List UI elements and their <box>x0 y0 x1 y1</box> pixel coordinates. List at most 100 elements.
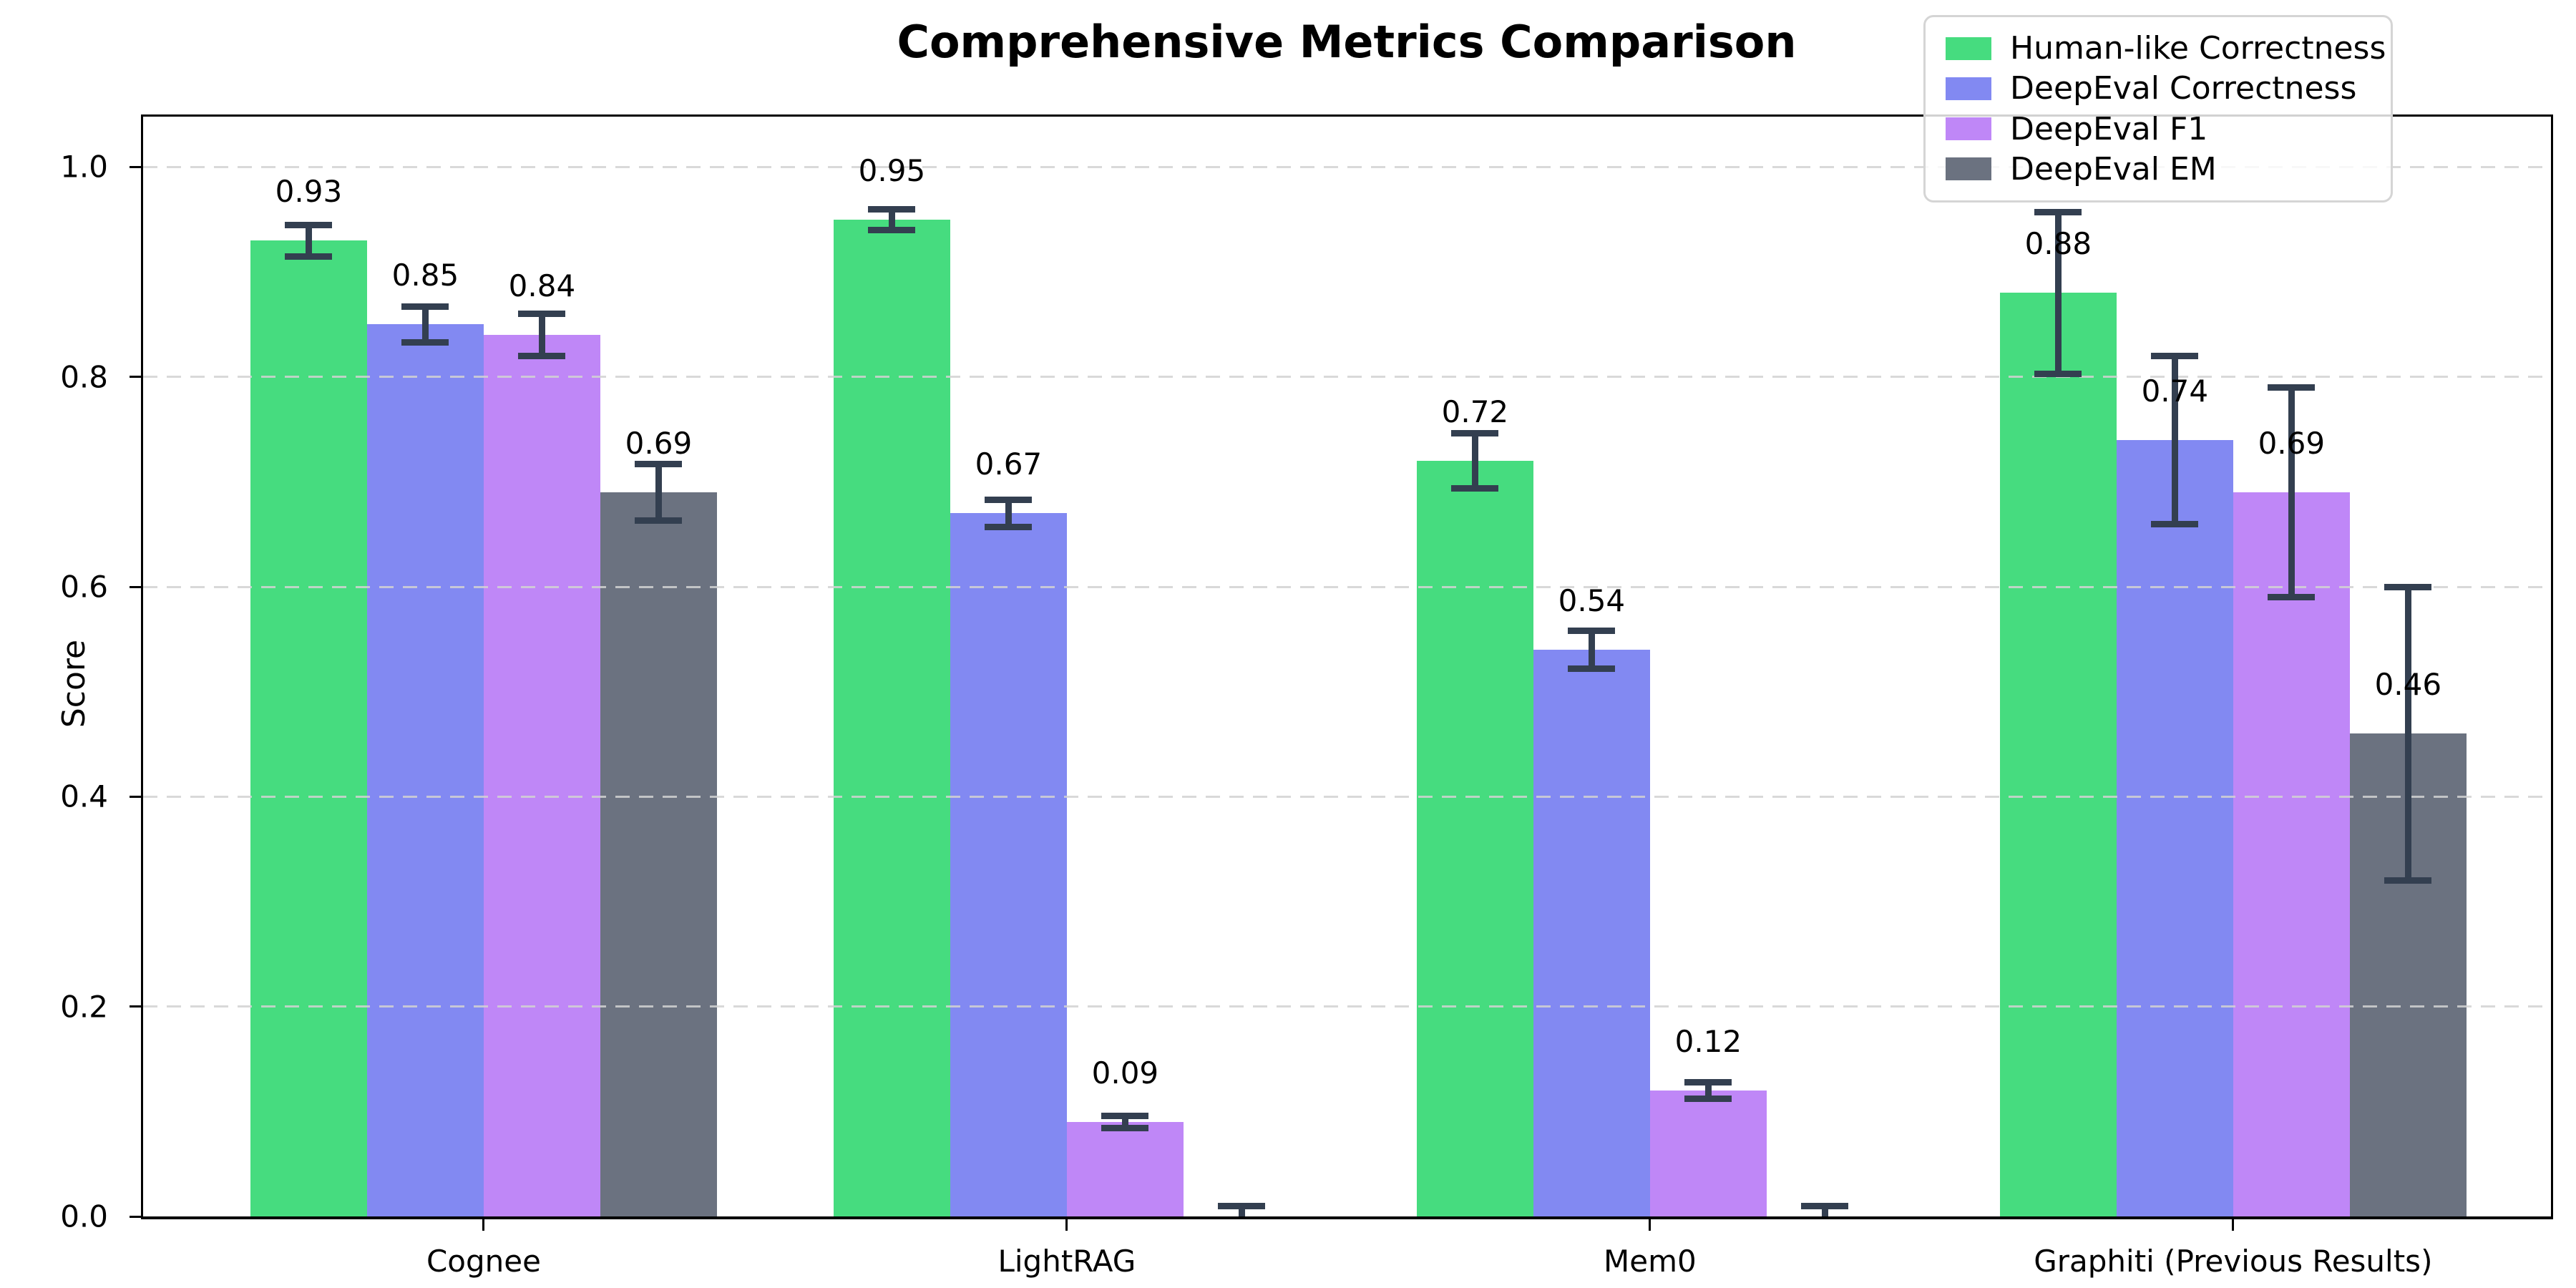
error-bar-cap-bottom <box>2384 877 2432 884</box>
bar <box>950 513 1067 1216</box>
bar <box>366 324 484 1216</box>
legend-swatch <box>1946 157 1991 181</box>
error-bar-cap-bottom <box>2151 520 2199 527</box>
bar-value-label: 0.54 <box>1558 583 1626 618</box>
left-spine <box>141 114 143 1219</box>
bar-value-label: 0.69 <box>625 426 693 461</box>
error-bar-cap-top <box>635 460 683 467</box>
legend-item: DeepEval EM <box>1946 151 2371 187</box>
x-tick-mark <box>1649 1219 1652 1231</box>
error-bar <box>1588 630 1595 669</box>
legend-label: DeepEval EM <box>2010 150 2217 187</box>
gridline <box>143 795 2551 798</box>
bar <box>600 492 717 1216</box>
error-bar-cap-top <box>985 496 1033 503</box>
error-bar-cap-top <box>868 205 916 213</box>
error-bar-cap-bottom <box>868 226 916 233</box>
top-spine <box>141 114 2553 117</box>
error-bar-cap-top <box>1451 430 1499 437</box>
y-tick-mark <box>130 165 141 168</box>
bar <box>1066 1122 1184 1216</box>
bar-value-label: 0.12 <box>1674 1024 1742 1059</box>
x-tick-label: LightRAG <box>997 1244 1136 1279</box>
y-axis-label: Score <box>56 639 93 728</box>
bar <box>1533 650 1650 1216</box>
error-bar-cap-bottom <box>285 253 333 260</box>
error-bar-cap-top <box>1101 1112 1149 1119</box>
error-bar-cap-top <box>1218 1202 1266 1209</box>
bar-value-label: 0.09 <box>1091 1055 1159 1091</box>
error-bar <box>1704 1082 1712 1099</box>
y-tick-mark <box>130 376 141 379</box>
error-bar-cap-top <box>518 311 566 318</box>
error-bar-cap-bottom <box>1684 1096 1732 1103</box>
error-bar <box>1471 433 1478 489</box>
error-bar-cap-top <box>1801 1202 1849 1209</box>
bar <box>2233 492 2350 1216</box>
legend-swatch <box>1946 36 1991 60</box>
error-bar-cap-top <box>2151 352 2199 359</box>
error-bar <box>305 225 312 256</box>
x-tick-mark <box>2232 1219 2235 1231</box>
bar <box>2116 439 2233 1216</box>
error-bar <box>888 209 895 230</box>
error-bar-cap-top <box>2268 384 2316 391</box>
error-bar <box>1121 1116 1128 1128</box>
error-bar <box>2404 587 2411 881</box>
error-bar-cap-bottom <box>1451 484 1499 492</box>
error-bar <box>2288 387 2295 597</box>
x-tick-label: Cognee <box>426 1244 541 1279</box>
error-bar-cap-bottom <box>2268 594 2316 601</box>
error-bar-cap-bottom <box>518 352 566 359</box>
legend-item: DeepEval Correctness <box>1946 70 2371 107</box>
error-bar-cap-bottom <box>2034 370 2082 377</box>
bottom-spine <box>141 1216 2553 1219</box>
error-bar <box>1238 1206 1245 1216</box>
gridline <box>143 165 2551 168</box>
error-bar <box>2171 356 2178 524</box>
gridline <box>143 585 2551 588</box>
bar <box>1416 461 1533 1216</box>
bar-value-label: 0.93 <box>275 174 343 209</box>
bar-value-label: 0.72 <box>1441 394 1509 429</box>
error-bar <box>1821 1206 1828 1216</box>
bar-value-label: 0.84 <box>508 268 576 303</box>
legend-swatch <box>1946 77 1991 100</box>
bar <box>1999 293 2117 1216</box>
y-tick-label: 0.4 <box>60 779 108 814</box>
bar-value-label: 0.88 <box>2024 226 2092 262</box>
error-bar-cap-bottom <box>1101 1125 1149 1132</box>
bar-value-label: 0.85 <box>391 258 459 293</box>
bar <box>833 219 950 1216</box>
y-tick-label: 1.0 <box>60 149 108 185</box>
error-bar-cap-top <box>401 303 449 310</box>
error-bar <box>538 313 545 356</box>
y-tick-label: 0.6 <box>60 569 108 605</box>
right-spine <box>2551 114 2553 1219</box>
bar <box>483 335 600 1216</box>
bar-value-label: 0.67 <box>975 447 1043 482</box>
gridline <box>143 1005 2551 1008</box>
bar <box>1649 1091 1767 1216</box>
error-bar <box>2054 212 2062 374</box>
x-tick-mark <box>1065 1219 1068 1231</box>
error-bar-cap-bottom <box>635 517 683 525</box>
bar-value-label: 0.69 <box>2258 426 2326 461</box>
error-bar-cap-top <box>2034 208 2082 215</box>
legend: Human-like Correctness DeepEval Correctne… <box>1923 15 2393 203</box>
legend-label: DeepEval F1 <box>2010 110 2208 147</box>
y-tick-mark <box>130 1215 141 1218</box>
bar <box>250 240 367 1216</box>
error-bar-cap-top <box>2384 583 2432 590</box>
error-bar <box>655 464 662 521</box>
bar-value-label: 0.46 <box>2374 667 2442 703</box>
y-tick-mark <box>130 1005 141 1008</box>
error-bar-cap-top <box>1568 628 1616 635</box>
gridline <box>143 376 2551 379</box>
error-bar-cap-bottom <box>985 523 1033 530</box>
error-bar <box>421 306 429 343</box>
error-bar-cap-bottom <box>401 338 449 346</box>
legend-item: Human-like Correctness <box>1946 30 2386 67</box>
y-tick-mark <box>130 585 141 588</box>
error-bar-cap-bottom <box>1568 665 1616 672</box>
